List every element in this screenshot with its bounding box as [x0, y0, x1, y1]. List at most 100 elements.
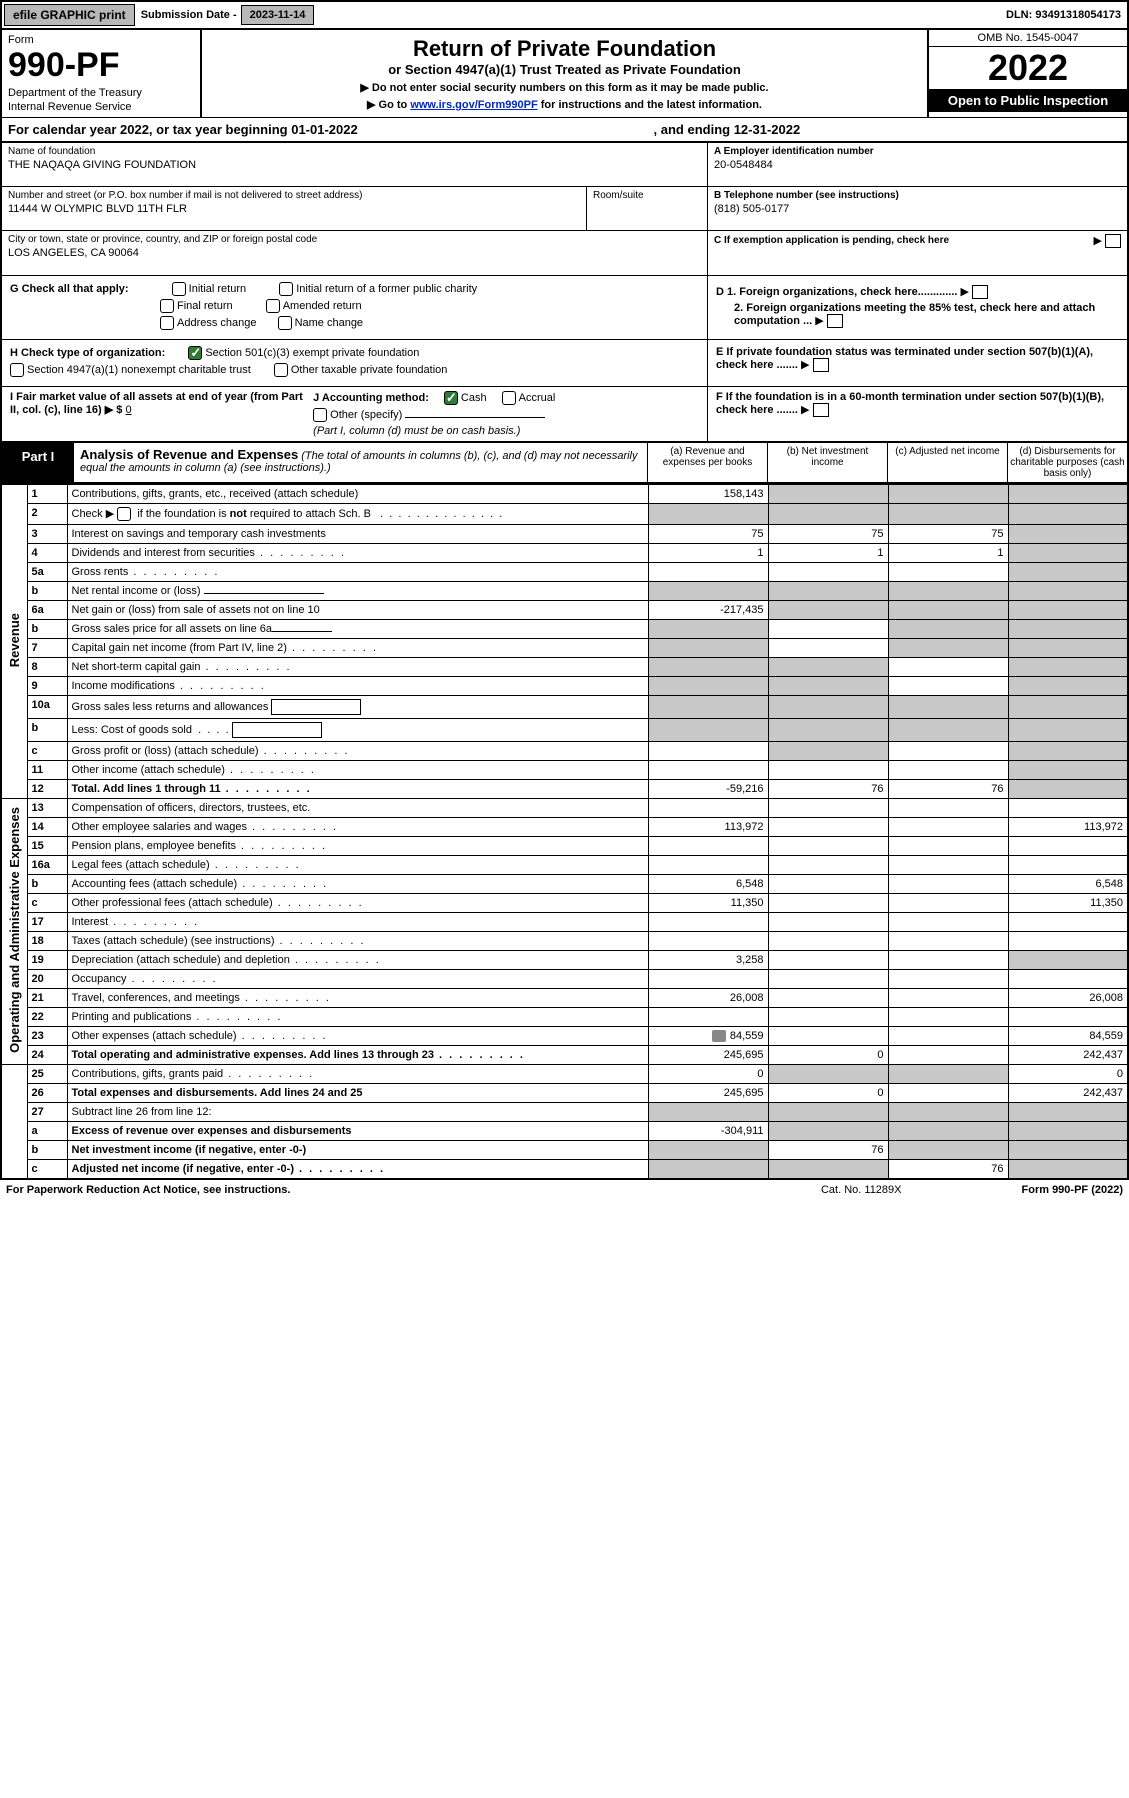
r21-desc: Travel, conferences, and meetings	[67, 989, 648, 1008]
r25-b	[768, 1065, 888, 1084]
city-value: LOS ANGELES, CA 90064	[8, 245, 701, 259]
d2-checkbox[interactable]	[827, 314, 843, 328]
r10b-b	[768, 719, 888, 742]
r16a-b	[768, 856, 888, 875]
g3: Final return	[177, 300, 233, 312]
footer-mid: Cat. No. 11289X	[821, 1184, 902, 1196]
chk-other-method[interactable]	[313, 408, 327, 422]
efile-print-button[interactable]: efile GRAPHIC print	[4, 4, 135, 26]
r16a-num: 16a	[27, 856, 67, 875]
chk-cash[interactable]	[444, 391, 458, 405]
row-18: 18Taxes (attach schedule) (see instructi…	[1, 932, 1128, 951]
row-16b: bAccounting fees (attach schedule)6,5486…	[1, 875, 1128, 894]
r11-desc: Other income (attach schedule)	[67, 761, 648, 780]
r3-c: 75	[888, 525, 1008, 544]
r20-c	[888, 970, 1008, 989]
r10a-desc: Gross sales less returns and allowances	[67, 696, 648, 719]
note-ssn: ▶ Do not enter social security numbers o…	[212, 81, 917, 94]
r23-a: 84,559	[648, 1027, 768, 1046]
r15-a	[648, 837, 768, 856]
r27-num: 27	[27, 1103, 67, 1122]
row-6b: bGross sales price for all assets on lin…	[1, 620, 1128, 639]
r16a-a	[648, 856, 768, 875]
page-footer: For Paperwork Reduction Act Notice, see …	[0, 1180, 1129, 1200]
e-checkbox[interactable]	[813, 358, 829, 372]
r5b-desc: Net rental income or (loss)	[67, 582, 648, 601]
section-ijf: I Fair market value of all assets at end…	[0, 387, 1129, 443]
r17-desc: Interest	[67, 913, 648, 932]
c-checkbox[interactable]	[1105, 234, 1121, 248]
r22-num: 22	[27, 1008, 67, 1027]
r9-num: 9	[27, 677, 67, 696]
submission-date: 2023-11-14	[241, 5, 315, 25]
chk-other-taxable[interactable]	[274, 363, 288, 377]
chk-initial-return[interactable]	[172, 282, 186, 296]
f-checkbox[interactable]	[813, 403, 829, 417]
r10a-c	[888, 696, 1008, 719]
r26-desc: Total expenses and disbursements. Add li…	[67, 1084, 648, 1103]
attachment-icon[interactable]	[712, 1030, 726, 1042]
r9-a	[648, 677, 768, 696]
d1-checkbox[interactable]	[972, 285, 988, 299]
g-label: G Check all that apply:	[10, 283, 129, 295]
chk-amended[interactable]	[266, 299, 280, 313]
r10b-a	[648, 719, 768, 742]
identity-left: Name of foundation THE NAQAQA GIVING FOU…	[2, 143, 707, 275]
h2: Section 4947(a)(1) nonexempt charitable …	[27, 364, 251, 376]
row-10c: cGross profit or (loss) (attach schedule…	[1, 742, 1128, 761]
r27b-a	[648, 1141, 768, 1160]
r27-d	[1008, 1103, 1128, 1122]
r25-d: 0	[1008, 1065, 1128, 1084]
row-1: Revenue 1 Contributions, gifts, grants, …	[1, 485, 1128, 504]
r6a-b	[768, 601, 888, 620]
city-cell: City or town, state or province, country…	[2, 231, 707, 275]
r27c-c: 76	[888, 1160, 1008, 1180]
r10c-c	[888, 742, 1008, 761]
chk-4947a1[interactable]	[10, 363, 24, 377]
r15-num: 15	[27, 837, 67, 856]
dept-irs: Internal Revenue Service	[8, 101, 194, 113]
r11-a	[648, 761, 768, 780]
r5a-desc: Gross rents	[67, 563, 648, 582]
r27b-d	[1008, 1141, 1128, 1160]
r6b-desc: Gross sales price for all assets on line…	[67, 620, 648, 639]
chk-address-change[interactable]	[160, 316, 174, 330]
irs-link[interactable]: www.irs.gov/Form990PF	[410, 99, 537, 111]
r9-c	[888, 677, 1008, 696]
r12-c: 76	[888, 780, 1008, 799]
row-7: 7Capital gain net income (from Part IV, …	[1, 639, 1128, 658]
r20-desc: Occupancy	[67, 970, 648, 989]
r6a-num: 6a	[27, 601, 67, 620]
chk-501c3[interactable]	[188, 346, 202, 360]
col-c-header: (c) Adjusted net income	[887, 443, 1007, 482]
r8-d	[1008, 658, 1128, 677]
chk-name-change[interactable]	[278, 316, 292, 330]
r16b-desc: Accounting fees (attach schedule)	[67, 875, 648, 894]
chk-accrual[interactable]	[502, 391, 516, 405]
r27a-desc: Excess of revenue over expenses and disb…	[67, 1122, 648, 1141]
r7-num: 7	[27, 639, 67, 658]
row-17: 17Interest	[1, 913, 1128, 932]
r16c-a: 11,350	[648, 894, 768, 913]
row-8: 8Net short-term capital gain	[1, 658, 1128, 677]
r19-num: 19	[27, 951, 67, 970]
i-value: 0	[125, 404, 131, 416]
r26-num: 26	[27, 1084, 67, 1103]
d1-label: D 1. Foreign organizations, check here..…	[716, 286, 957, 298]
chk-final-return[interactable]	[160, 299, 174, 313]
tax-year: 2022	[929, 47, 1127, 89]
chk-initial-former[interactable]	[279, 282, 293, 296]
row-23: 23Other expenses (attach schedule)84,559…	[1, 1027, 1128, 1046]
identity-right: A Employer identification number 20-0548…	[707, 143, 1127, 275]
r27a-d	[1008, 1122, 1128, 1141]
r21-a: 26,008	[648, 989, 768, 1008]
r26-a: 245,695	[648, 1084, 768, 1103]
r3-a: 75	[648, 525, 768, 544]
row-27b: bNet investment income (if negative, ent…	[1, 1141, 1128, 1160]
room-cell: Room/suite	[587, 187, 707, 230]
r23-c	[888, 1027, 1008, 1046]
r20-a	[648, 970, 768, 989]
r3-d	[1008, 525, 1128, 544]
r18-num: 18	[27, 932, 67, 951]
chk-schb[interactable]	[117, 507, 131, 521]
